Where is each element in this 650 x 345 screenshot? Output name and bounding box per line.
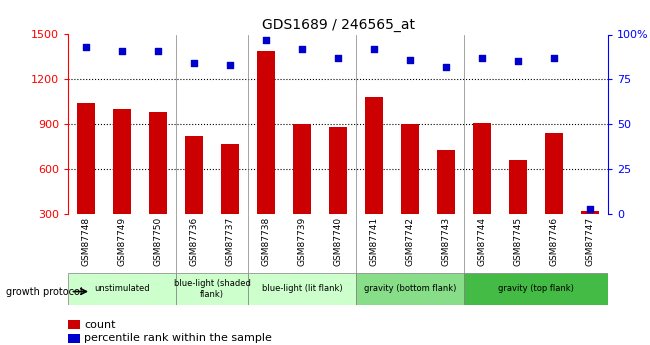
Text: GSM87744: GSM87744 [477, 217, 486, 266]
Point [189, 60, 200, 66]
Bar [221, 144, 239, 214]
Bar [293, 124, 311, 214]
Title: GDS1689 / 246565_at: GDS1689 / 246565_at [261, 18, 415, 32]
Text: count: count [84, 320, 116, 329]
Bar [77, 103, 96, 214]
Bar [113, 109, 131, 214]
Point [549, 55, 559, 61]
Text: GSM87748: GSM87748 [82, 217, 91, 266]
Point [225, 62, 235, 68]
Bar [176, 273, 248, 305]
Bar [257, 51, 275, 214]
Bar [509, 160, 527, 214]
Text: GSM87747: GSM87747 [585, 217, 594, 266]
Bar [150, 112, 167, 214]
Bar [329, 127, 347, 214]
Point [297, 46, 307, 52]
Text: GSM87738: GSM87738 [261, 217, 270, 266]
Point [333, 55, 343, 61]
Point [261, 37, 271, 43]
Text: GSM87737: GSM87737 [226, 217, 235, 266]
Text: GSM87746: GSM87746 [549, 217, 558, 266]
Bar [248, 273, 356, 305]
Point [153, 48, 163, 53]
Text: GSM87741: GSM87741 [369, 217, 378, 266]
Text: GSM87743: GSM87743 [441, 217, 450, 266]
Point [117, 48, 127, 53]
Text: GSM87745: GSM87745 [514, 217, 523, 266]
Point [584, 206, 595, 211]
Point [513, 59, 523, 64]
Text: gravity (bottom flank): gravity (bottom flank) [364, 284, 456, 294]
Text: GSM87736: GSM87736 [190, 217, 199, 266]
Point [405, 57, 415, 62]
Bar [365, 97, 383, 214]
Bar [401, 124, 419, 214]
Bar [581, 211, 599, 214]
Point [476, 55, 487, 61]
Text: blue-light (shaded
flank): blue-light (shaded flank) [174, 279, 250, 299]
Bar [473, 123, 491, 214]
Text: blue-light (lit flank): blue-light (lit flank) [262, 284, 343, 294]
Text: unstimulated: unstimulated [94, 284, 150, 294]
Text: GSM87749: GSM87749 [118, 217, 127, 266]
Text: gravity (top flank): gravity (top flank) [498, 284, 574, 294]
Text: GSM87750: GSM87750 [153, 217, 162, 266]
Text: growth protocol: growth protocol [6, 287, 83, 296]
Bar [545, 133, 563, 214]
Text: GSM87739: GSM87739 [298, 217, 307, 266]
Bar [437, 150, 455, 214]
Text: GSM87742: GSM87742 [406, 217, 415, 266]
Point [369, 46, 379, 52]
Text: GSM87740: GSM87740 [333, 217, 343, 266]
Point [81, 44, 92, 50]
Bar [185, 136, 203, 214]
Bar [464, 273, 608, 305]
Bar [68, 273, 176, 305]
Bar [356, 273, 464, 305]
Text: percentile rank within the sample: percentile rank within the sample [84, 334, 272, 343]
Point [441, 64, 451, 70]
